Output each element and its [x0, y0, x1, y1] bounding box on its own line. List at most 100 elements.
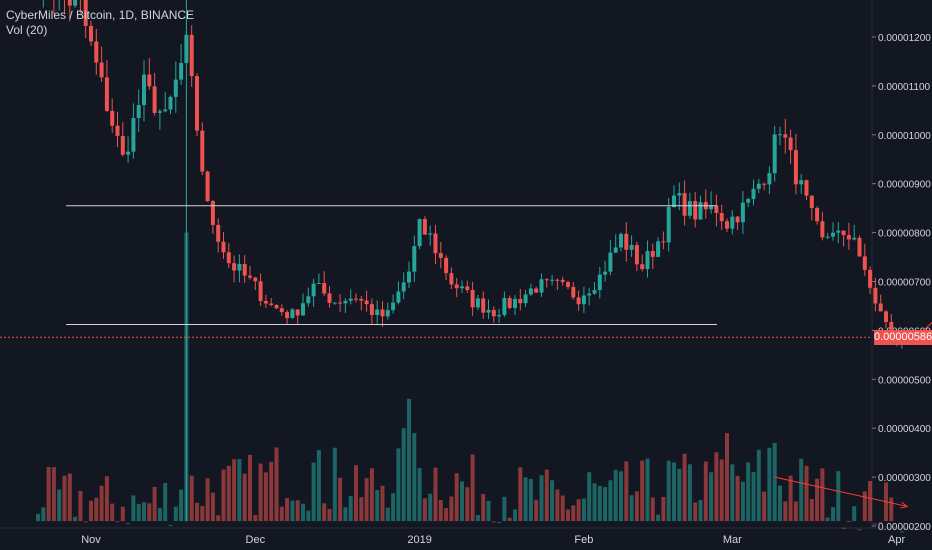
candle-body — [555, 279, 560, 281]
volume-bar — [407, 398, 411, 522]
candle-body — [836, 230, 841, 233]
projection-arrow — [917, 321, 932, 336]
candle-body — [862, 256, 867, 270]
candle-body — [825, 236, 830, 238]
candle-body — [104, 77, 109, 111]
time-tick-label: 2019 — [407, 534, 431, 546]
candle-body — [624, 233, 629, 250]
volume-bar — [380, 485, 385, 522]
candle-body — [301, 303, 305, 316]
candle-body — [778, 134, 782, 136]
volume-bar — [889, 497, 894, 522]
candle-body — [221, 241, 226, 253]
volume-bar — [253, 515, 258, 522]
candle-body — [756, 183, 761, 189]
candle-body — [380, 309, 385, 317]
volume-bar — [195, 502, 199, 522]
candle-body — [544, 279, 549, 281]
volume-bar — [804, 465, 809, 522]
volume-bar — [502, 496, 507, 522]
volume-bar — [703, 461, 708, 522]
volume-bar — [263, 472, 268, 522]
volume-bar — [672, 462, 676, 522]
price-tick-label: 0.00000500 — [878, 375, 931, 386]
candle-body — [799, 180, 804, 185]
volume-bar — [544, 469, 549, 522]
candle-body — [513, 298, 517, 308]
volume-bar — [486, 500, 491, 522]
candle-body — [656, 241, 661, 257]
candle-body — [311, 283, 316, 297]
candle-body — [783, 134, 788, 138]
candle-body — [147, 74, 152, 87]
volume-bar — [279, 506, 284, 522]
volume-indicator-label[interactable]: Vol (20) — [6, 23, 48, 37]
candle-body — [762, 183, 767, 185]
time-tick-label: Nov — [81, 534, 101, 546]
candle-body — [396, 291, 401, 303]
price-tick-label: 0.00000800 — [878, 229, 931, 240]
candle-body — [422, 219, 427, 235]
candle-body — [237, 264, 242, 271]
candle-body — [115, 125, 120, 136]
candle-body — [518, 298, 523, 304]
candle-body — [232, 263, 237, 271]
candle-body — [693, 201, 698, 220]
volume-bar — [205, 478, 210, 522]
candle-body — [597, 274, 602, 291]
volume-bar — [449, 496, 454, 522]
candle-body — [248, 275, 252, 278]
time-tick-label: Dec — [246, 534, 266, 546]
volume-bar — [173, 506, 178, 522]
candle-body — [253, 277, 258, 282]
volume-bar — [142, 502, 146, 522]
volume-bar — [735, 475, 740, 522]
volume-bar — [793, 501, 798, 522]
volume-bar — [592, 483, 597, 522]
candle-body — [285, 312, 290, 319]
volume-bar — [581, 498, 586, 522]
volume-bar — [51, 467, 56, 522]
candle-body — [391, 302, 396, 311]
volume-bar — [608, 480, 613, 522]
volume-bar — [290, 500, 295, 522]
volume-bar — [327, 509, 332, 522]
candle-body — [210, 201, 215, 225]
candle-body — [740, 202, 745, 223]
candle-body — [417, 219, 422, 247]
volume-bar — [571, 505, 576, 522]
candle-body — [348, 298, 353, 301]
volume-bar — [94, 497, 99, 522]
volume-bar — [200, 505, 205, 522]
candle-body — [94, 41, 99, 63]
volume-bar — [507, 517, 512, 522]
candle-body — [719, 213, 724, 222]
volume-bar — [364, 478, 369, 522]
volume-bar — [862, 491, 867, 522]
candle-body — [126, 151, 131, 155]
time-tick-label: Feb — [574, 534, 593, 546]
volume-bar — [645, 458, 650, 522]
volume-bar — [258, 463, 263, 522]
price-tick-label: 0.00001000 — [878, 131, 931, 142]
candle-body — [820, 221, 825, 238]
volume-bar — [232, 459, 237, 522]
symbol-title[interactable]: CyberMiles / Bitcoin, 1D, BINANCE — [6, 8, 195, 22]
candle-body — [216, 224, 221, 242]
volume-bar — [104, 476, 109, 522]
volume-bar — [799, 458, 804, 522]
volume-bar — [783, 501, 788, 522]
volume-bar — [226, 465, 231, 522]
candle-body — [672, 195, 676, 208]
volume-bar — [899, 531, 904, 533]
volume-bar — [311, 462, 316, 522]
volume-bar — [518, 467, 523, 522]
candle-body — [369, 304, 374, 316]
volume-bar — [730, 464, 735, 522]
volume-bar — [772, 442, 777, 522]
candle-body — [497, 315, 502, 317]
volume-bar — [41, 507, 46, 522]
last-price-tag: 0.00000586 — [874, 329, 932, 345]
candle-body — [661, 241, 666, 243]
